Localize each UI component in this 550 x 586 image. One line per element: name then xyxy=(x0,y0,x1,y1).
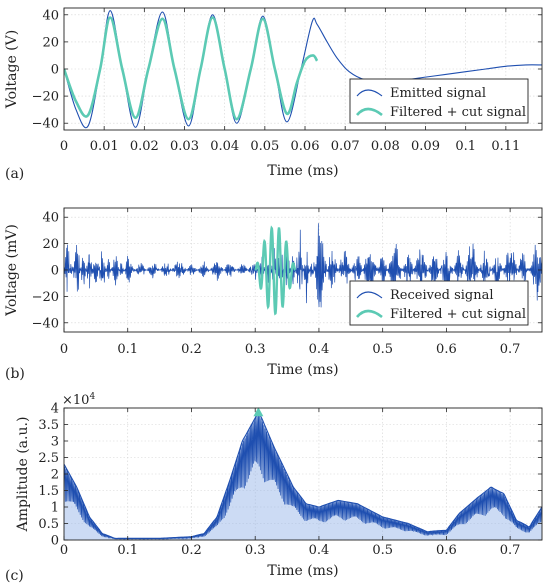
y-axis-title: Voltage (mV) xyxy=(4,224,20,317)
filtered-signal-line xyxy=(64,16,319,121)
x-tick-label: 0.02 xyxy=(130,139,159,154)
envelope-fill xyxy=(64,412,542,540)
x-tick-label: 0.05 xyxy=(250,139,279,154)
y-tick-label: 20 xyxy=(42,35,59,50)
y-tick-label: 3.5 xyxy=(38,418,59,433)
y-tick-label: −40 xyxy=(32,316,59,331)
y-tick-label: 3 xyxy=(51,435,59,450)
x-tick-label: 0.01 xyxy=(90,139,119,154)
legend-swatch xyxy=(356,107,383,117)
x-tick-label: 0.7 xyxy=(500,543,521,558)
x-tick-label: 0.06 xyxy=(291,139,320,154)
panel-label: (b) xyxy=(5,366,25,382)
y-tick-label: −20 xyxy=(32,90,59,105)
x-tick-label: 0.3 xyxy=(245,543,266,558)
x-axis-title: Time (ms) xyxy=(267,163,338,179)
panel-label: (a) xyxy=(5,166,24,182)
x-tick-label: 0.03 xyxy=(170,139,199,154)
y-axis-title: Voltage (V) xyxy=(4,30,20,109)
x-tick-label: 0.4 xyxy=(309,543,330,558)
legend-entry: Filtered + cut signal xyxy=(390,307,526,322)
x-tick-label: 0.5 xyxy=(372,543,393,558)
y-tick-label: 2 xyxy=(51,468,59,483)
x-tick-label: 0.6 xyxy=(436,543,457,558)
y-tick-label: 0.5 xyxy=(38,517,59,532)
x-tick-label: 0.4 xyxy=(309,342,330,357)
y-tick-label: 0 xyxy=(51,534,59,549)
y-tick-label: 0 xyxy=(51,63,59,78)
x-tick-label: 0 xyxy=(60,543,68,558)
y-tick-label: −40 xyxy=(32,117,59,132)
x-tick-label: 0.2 xyxy=(181,342,202,357)
x-tick-label: 0.08 xyxy=(371,139,400,154)
panel-label: (c) xyxy=(5,568,24,584)
x-tick-label: 0.07 xyxy=(331,139,360,154)
legend-box xyxy=(349,78,529,124)
y-tick-label: 1 xyxy=(51,501,59,516)
panel-2: 0 0.1 0.2 0.3 0.4 0.5 0.6 0.7 −40 −20 0 20 40 Time (m… xyxy=(4,207,543,382)
y-tick-label: 0 xyxy=(51,264,59,279)
y-tick-label: 4 xyxy=(51,402,59,417)
plot-area xyxy=(64,10,542,129)
legend-swatch xyxy=(356,291,383,299)
envelope-line xyxy=(64,412,542,539)
x-tick-label: 0.04 xyxy=(210,139,239,154)
panel-1: 0 0.01 0.02 0.03 0.04 0.05 0.06 0.07 0.08 0.09 0.1… xyxy=(4,7,543,182)
y-tick-label: 20 xyxy=(42,237,59,252)
x-tick-label: 0.6 xyxy=(436,342,457,357)
legend-entry: Emitted signal xyxy=(390,86,486,101)
filtered-signal-line xyxy=(254,225,297,316)
y-tick-label: −20 xyxy=(32,290,59,305)
x-tick-label: 0.11 xyxy=(491,139,520,154)
y-tick-label: 40 xyxy=(42,211,59,226)
y-axis-title: Amplitude (a.u.) xyxy=(15,417,31,533)
legend-swatch xyxy=(356,89,383,97)
x-tick-label: 0.1 xyxy=(117,543,138,558)
x-tick-label: 0.3 xyxy=(245,342,266,357)
legend-box xyxy=(349,280,529,326)
x-axis-title: Time (ms) xyxy=(267,563,338,579)
x-tick-label: 0.5 xyxy=(372,342,393,357)
x-tick-label: 0.1 xyxy=(455,139,476,154)
panel-3: 0 0.1 0.2 0.3 0.4 0.5 0.6 0.700.511.522.533.54T… xyxy=(5,392,543,584)
x-tick-label: 0.09 xyxy=(411,139,440,154)
x-tick-label: 0 xyxy=(60,139,68,154)
peak-marker xyxy=(253,407,264,417)
legend-entry: Received signal xyxy=(390,288,494,303)
legend-entry: Filtered + cut signal xyxy=(390,105,526,120)
legend-swatch xyxy=(356,309,383,319)
y-tick-label: 1.5 xyxy=(38,484,59,499)
x-tick-label: 0.1 xyxy=(117,342,138,357)
x-tick-label: 0.2 xyxy=(181,543,202,558)
y-multiplier: ×104 xyxy=(62,392,95,408)
x-axis-title: Time (ms) xyxy=(267,362,338,378)
y-tick-label: 40 xyxy=(42,8,59,23)
plot-area xyxy=(64,223,542,316)
plot-area xyxy=(64,412,542,540)
x-tick-label: 0.7 xyxy=(500,342,521,357)
received-signal-line xyxy=(64,223,542,308)
x-tick-label: 0 xyxy=(60,342,68,357)
y-tick-label: 2.5 xyxy=(38,451,59,466)
